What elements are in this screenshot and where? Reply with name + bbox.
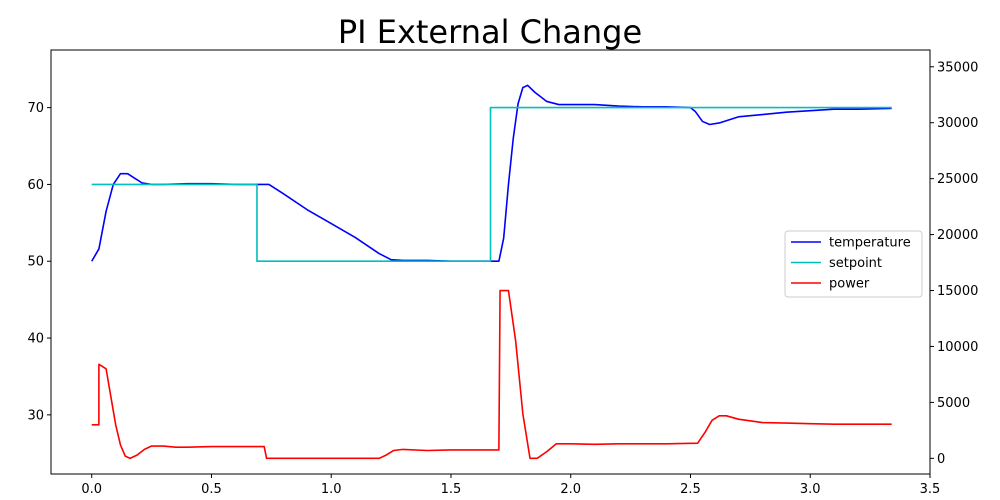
plot-frame — [50, 49, 931, 475]
x-tick-label: 0.0 — [81, 482, 102, 497]
y-right-tick-label: 25000 — [937, 172, 978, 187]
legend-label-temperature: temperature — [829, 236, 911, 251]
x-tick-label: 2.5 — [680, 482, 701, 497]
legend-label-power: power — [829, 277, 870, 292]
y-right-tick-label: 15000 — [937, 284, 978, 299]
y-right-tick-label: 30000 — [937, 116, 978, 131]
x-axis: 0.0 0.5 1.0 1.5 2.0 2.5 3.0 3.5 — [81, 474, 940, 497]
chart-title: PI External Change — [338, 13, 642, 51]
y-right-tick-label: 10000 — [937, 340, 978, 355]
y-left-tick-label: 70 — [27, 101, 44, 116]
legend-box — [784, 230, 923, 298]
y-right-tick-label: 0 — [937, 452, 945, 467]
x-tick-label: 0.5 — [201, 482, 222, 497]
legend-label-setpoint: setpoint — [829, 256, 882, 271]
x-tick-label: 2.0 — [560, 482, 581, 497]
y-axis-right: 0 5000 10000 15000 20000 25000 30000 35000 — [930, 60, 978, 467]
y-right-tick-label: 20000 — [937, 228, 978, 243]
y-left-tick-label: 60 — [27, 178, 44, 193]
y-left-tick-label: 50 — [27, 255, 44, 270]
plot-lines — [91, 84, 892, 460]
series-line-power — [91, 289, 892, 460]
y-left-tick-label: 40 — [27, 332, 44, 347]
y-right-tick-label: 5000 — [937, 396, 970, 411]
series-line-setpoint — [91, 106, 892, 263]
series-line-temperature — [91, 84, 892, 263]
x-tick-label: 1.0 — [321, 482, 342, 497]
x-tick-label: 1.5 — [441, 482, 462, 497]
y-right-tick-label: 35000 — [937, 60, 978, 75]
legend: temperature setpoint power — [784, 230, 923, 298]
y-left-tick-label: 30 — [27, 408, 44, 423]
x-tick-label: 3.5 — [920, 482, 941, 497]
x-tick-label: 3.0 — [800, 482, 821, 497]
y-axis-left: 30 40 50 60 70 — [27, 101, 51, 423]
